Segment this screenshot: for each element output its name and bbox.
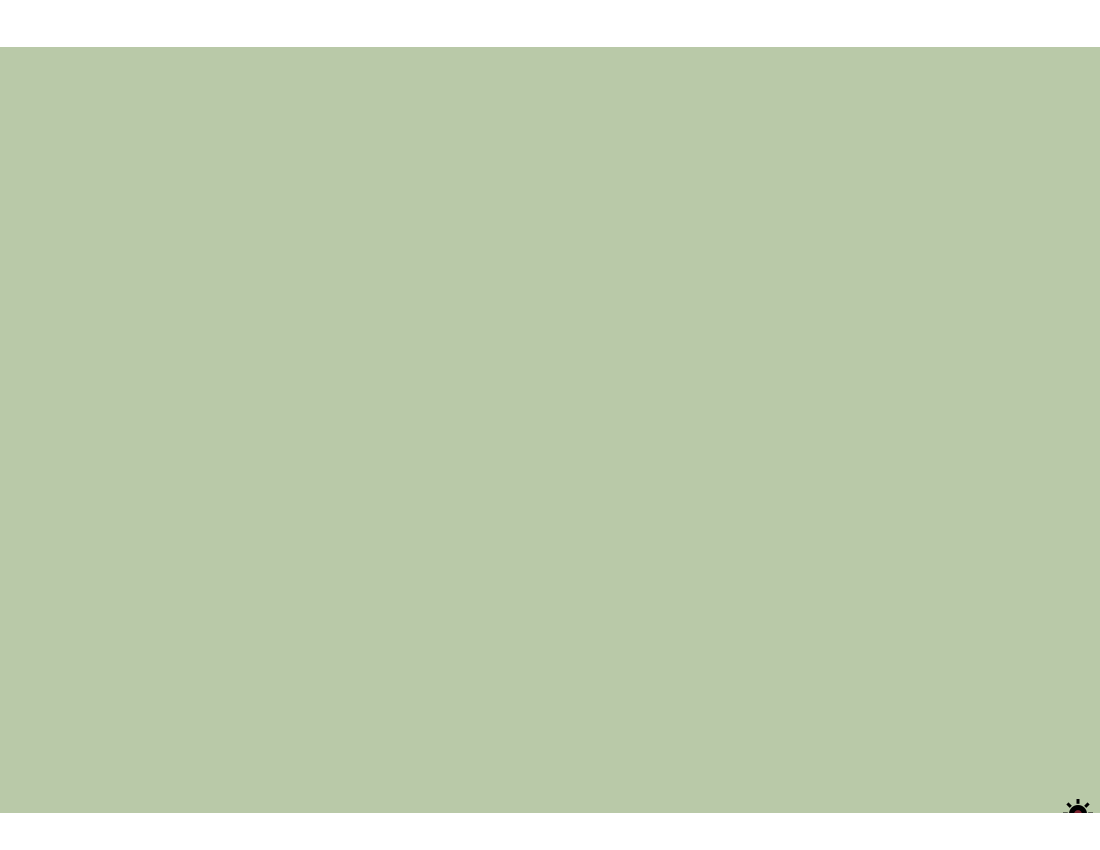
temperature-map[interactable] xyxy=(0,47,1100,813)
map-vector-overlay xyxy=(0,47,1100,813)
map-header xyxy=(0,0,1100,47)
sun-gear-icon xyxy=(1063,791,1093,813)
pivotal-weather-logo xyxy=(1063,787,1093,813)
colorbar-gradient xyxy=(15,834,1085,848)
colorbar-tick-labels xyxy=(0,813,1100,833)
colorbar[interactable] xyxy=(0,813,1100,850)
